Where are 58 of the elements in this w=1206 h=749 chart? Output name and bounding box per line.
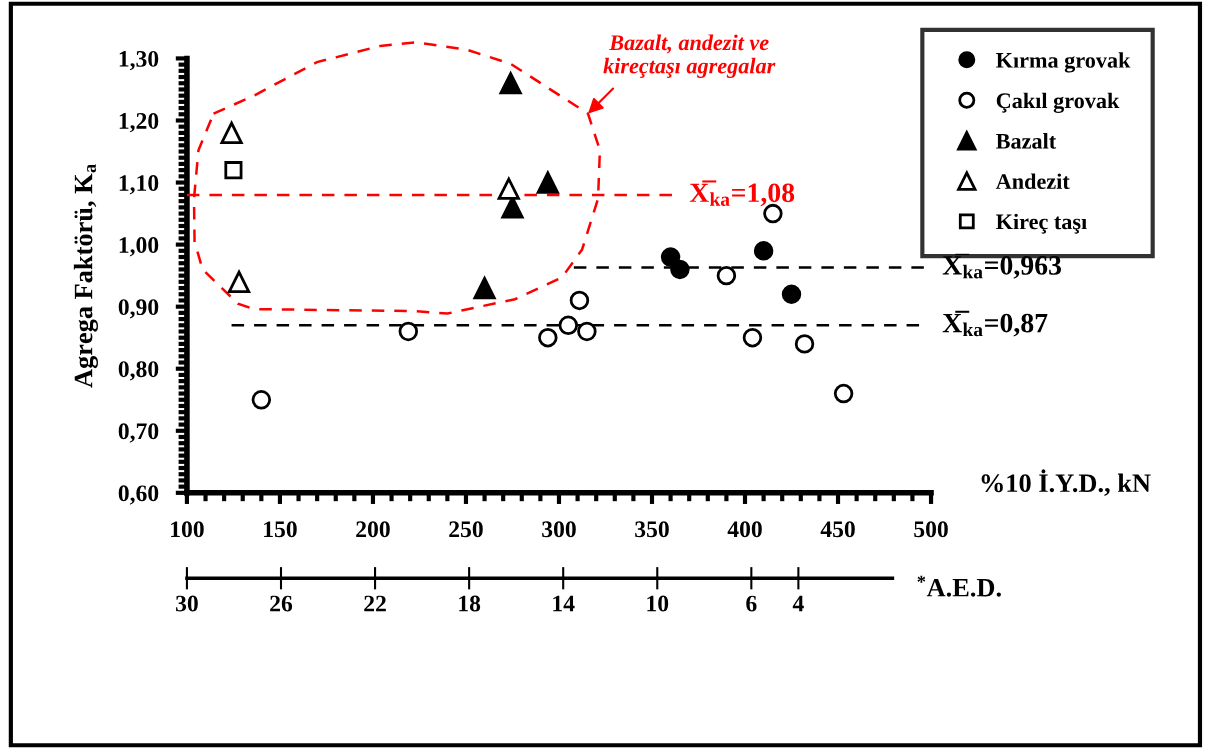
legend-label: Bazalt [996, 133, 1057, 149]
point [781, 284, 802, 304]
point [220, 121, 243, 145]
y-tick-label: 1,30 [119, 50, 159, 71]
point [569, 290, 590, 311]
ref-line-label: X̅$_{ka}$=1,08 [689, 180, 795, 207]
ref-line-label: X̅$_{ka}$=0,963 [942, 253, 1062, 279]
x-tick-label: 300 [542, 521, 576, 538]
point [670, 259, 690, 280]
y-axis-title: Agrega Faktörü, K$_{a}$ [73, 164, 98, 388]
point [794, 334, 815, 354]
x-tick-label: 500 [914, 521, 948, 538]
x-tick-label: 450 [820, 521, 855, 538]
x2-tick-label: 30 [176, 595, 198, 612]
y-tick-label: 1,00 [119, 237, 159, 257]
x-axis-title: %10 İ.Y.D., kN [981, 469, 1151, 496]
point [716, 265, 737, 286]
point [538, 327, 558, 348]
point [398, 321, 419, 342]
annotation: Bazalt, andezit ve kireçtaşı agregalar [603, 34, 776, 78]
y-tick-label: 1,20 [119, 112, 159, 133]
point [227, 270, 251, 293]
x2-tick-label: 26 [270, 595, 293, 612]
x2-tick-label: 6 [746, 595, 757, 612]
y-tick-label: 0,60 [118, 485, 159, 505]
y-tick-label: 0,90 [118, 299, 159, 319]
y-tick-label: 1,10 [119, 175, 159, 195]
legend-label: Kireç taşı [996, 213, 1087, 234]
x2-tick-label: 18 [459, 595, 481, 612]
point [473, 276, 496, 300]
y-tick-label: 0,70 [118, 423, 159, 443]
point [753, 241, 774, 261]
x-tick-label: 200 [356, 521, 390, 538]
x2-tick-label: 10 [647, 595, 669, 612]
x-tick-label: 250 [449, 521, 483, 538]
x-tick-label: 100 [171, 521, 204, 538]
point [497, 177, 520, 200]
ref-line-label: X̅$_{ka}$=0,87 [942, 310, 1048, 337]
legend-label: Andezit [995, 173, 1070, 190]
x2-axis-title: $^{*}$A.E.D. [917, 575, 1001, 597]
x-tick-label: 150 [264, 521, 297, 538]
point [558, 315, 579, 335]
legend-label: Çakıl grovak [996, 92, 1120, 113]
point [577, 321, 597, 342]
point [251, 390, 272, 410]
x2-tick-label: 22 [364, 595, 386, 612]
y-tick-label: 0,80 [118, 361, 159, 381]
point [742, 327, 763, 348]
x-tick-label: 400 [727, 521, 762, 538]
point [224, 161, 243, 180]
x2-tick-label: 14 [553, 595, 575, 612]
point [660, 247, 681, 267]
legend-label: Kırma grovak [996, 52, 1131, 73]
point [833, 383, 854, 404]
x-tick-label: 350 [635, 521, 669, 538]
point [536, 171, 559, 194]
point [499, 72, 522, 95]
x2-tick-label: 4 [792, 595, 804, 612]
